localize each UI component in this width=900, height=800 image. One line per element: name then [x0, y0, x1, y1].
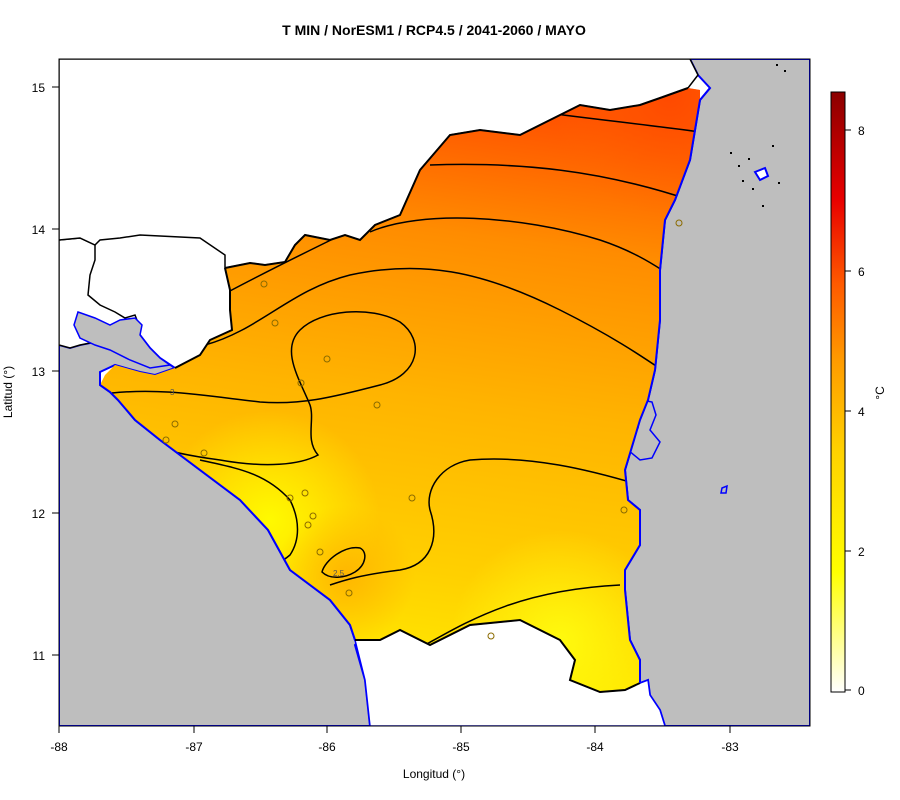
stations: [162, 219, 683, 640]
miskito-cays: [753, 166, 770, 182]
x-tick-label: -83: [721, 740, 739, 754]
x-axis-labels: -88 -87 -86 -85 -84 -83: [50, 740, 739, 754]
y-axis-labels: 15 14 13 12 11: [32, 81, 46, 663]
nicaragua-costa-rica-border: [355, 618, 641, 694]
station-marker: [301, 489, 309, 497]
cay-dot: [742, 180, 744, 182]
station-marker: [171, 420, 179, 428]
contour-line: [424, 584, 621, 646]
cay-dot: [752, 188, 754, 190]
x-tick-label: -87: [185, 740, 203, 754]
station-marker: [260, 280, 268, 288]
station-marker: [620, 506, 628, 514]
contour-line: [329, 458, 641, 586]
cays: [730, 64, 786, 207]
y-axis-title: Latitud (°): [1, 366, 15, 418]
fonseca-gulf: [73, 311, 172, 369]
x-axis-ticks: [58, 726, 731, 733]
x-tick-label: -84: [586, 740, 604, 754]
cay-dot: [772, 145, 774, 147]
legend-colorbar: [830, 91, 846, 693]
cay-dot: [748, 158, 750, 160]
nicaragua-border: [224, 87, 689, 269]
contour-line: [111, 311, 416, 466]
color-legend: 8 6 4 2 0 °C: [830, 91, 887, 698]
legend-tick-label: 8: [858, 124, 865, 138]
plot-frame: [58, 58, 811, 727]
station-marker: [487, 632, 495, 640]
station-marker: [323, 355, 331, 363]
nicaragua-north-west-border: [174, 267, 234, 369]
y-tick-label: 13: [32, 365, 46, 379]
legend-ticks: [845, 129, 851, 691]
contour-lines: [111, 111, 700, 646]
contour-label-3: 3: [170, 388, 175, 397]
x-axis-title: Longitud (°): [403, 767, 465, 781]
x-tick-label: -86: [318, 740, 336, 754]
cay-dot: [730, 152, 732, 154]
station-marker: [373, 401, 381, 409]
contour-line: [204, 267, 666, 373]
legend-tick-label: 0: [858, 684, 865, 698]
y-tick-label: 12: [32, 507, 46, 521]
y-tick-label: 14: [32, 223, 46, 237]
station-marker: [200, 449, 208, 457]
station-marker: [408, 494, 416, 502]
y-tick-label: 11: [33, 649, 46, 663]
station-marker: [345, 589, 353, 597]
station-marker: [162, 436, 170, 444]
contour-line: [227, 237, 336, 293]
contour-label-2-5: 2.5: [333, 569, 345, 578]
legend-tick-label: 6: [858, 265, 865, 279]
cay-dot: [784, 70, 786, 72]
cay-dot: [776, 64, 778, 66]
contour-line: [429, 163, 691, 201]
station-marker: [297, 379, 305, 387]
legend-tick-label: 4: [858, 405, 865, 419]
legend-tick-label: 2: [858, 545, 865, 559]
map-title: T MIN / NorESM1 / RCP4.5 / 2041-2060 / M…: [282, 22, 586, 38]
contour-line: [321, 546, 366, 578]
station-marker: [286, 494, 294, 502]
cay-dot: [762, 205, 764, 207]
legend-unit: °C: [873, 386, 887, 400]
legend-tick-labels: 8 6 4 2 0: [858, 124, 865, 698]
corn-island: [720, 484, 728, 494]
x-tick-label: -88: [50, 740, 68, 754]
x-tick-label: -85: [452, 740, 470, 754]
station-marker: [675, 219, 683, 227]
station-marker: [304, 521, 312, 529]
nicaragua-coast-caribbean: [623, 87, 711, 683]
plot-area: 3 2.5: [59, 59, 810, 726]
y-tick-label: 15: [32, 81, 46, 95]
cay-dot: [778, 182, 780, 184]
contour-line: [369, 217, 666, 273]
station-marker: [309, 512, 317, 520]
station-marker: [271, 319, 279, 327]
nicaragua-coast-pacific: [99, 372, 356, 641]
cay-dot: [738, 165, 740, 167]
y-axis-ticks: [52, 86, 59, 656]
station-marker: [316, 548, 324, 556]
